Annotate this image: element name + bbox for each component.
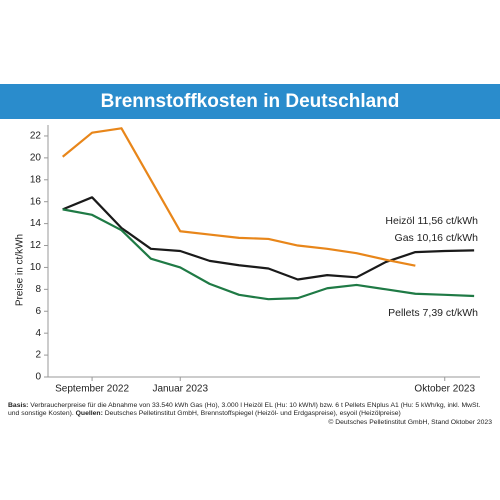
y-tick-label: 10 <box>30 262 42 273</box>
y-tick-label: 6 <box>35 306 41 317</box>
chart: Preise in ct/kWh 0 2 4 6 8 10 12 14 16 18 20 22 Sept… <box>15 125 480 395</box>
series-annotation: Gas 10,16 ct/kWh <box>395 232 479 244</box>
series-annotation: Heizöl 11,56 ct/kWh <box>385 215 478 227</box>
y-tick-label: 12 <box>30 240 42 251</box>
y-tick-label: 14 <box>30 218 42 229</box>
series-annotation: Pellets 7,39 ct/kWh <box>388 307 478 319</box>
footer: Basis: Verbraucherpreise für die Abnahme… <box>8 402 492 427</box>
x-tick-label: September 2022 <box>55 384 129 395</box>
y-tick-label: 0 <box>35 372 41 383</box>
y-tick-label: 20 <box>30 153 42 164</box>
title-banner: Brennstoffkosten in Deutschland <box>0 84 500 119</box>
y-tick-label: 2 <box>35 350 41 361</box>
y-tick-label: 22 <box>30 131 42 142</box>
sources-text: Deutsches Pelletinstitut GmbH, Brennstof… <box>104 410 401 418</box>
footer-text: Basis: Verbraucherpreise für die Abnahme… <box>8 402 492 419</box>
x-tick-label: Oktober 2023 <box>414 384 475 395</box>
series-line <box>62 196 475 281</box>
series-line <box>61 127 416 267</box>
basis-text: Verbraucherpreise für die Abnahme von 33… <box>8 402 481 418</box>
y-tick-label: 18 <box>30 174 42 185</box>
x-tick-label: Januar 2023 <box>152 384 208 395</box>
y-tick-label: 4 <box>35 328 41 339</box>
y-tick-label: 16 <box>30 196 42 207</box>
series-line <box>62 208 475 301</box>
y-axis-label: Preise in ct/kWh <box>15 234 26 306</box>
y-tick-label: 8 <box>35 284 41 295</box>
basis-label: Basis: <box>8 402 29 409</box>
sources-label: Quellen: <box>75 410 103 418</box>
copyright: © Deutsches Pelletinstitut GmbH, Stand O… <box>328 418 492 426</box>
